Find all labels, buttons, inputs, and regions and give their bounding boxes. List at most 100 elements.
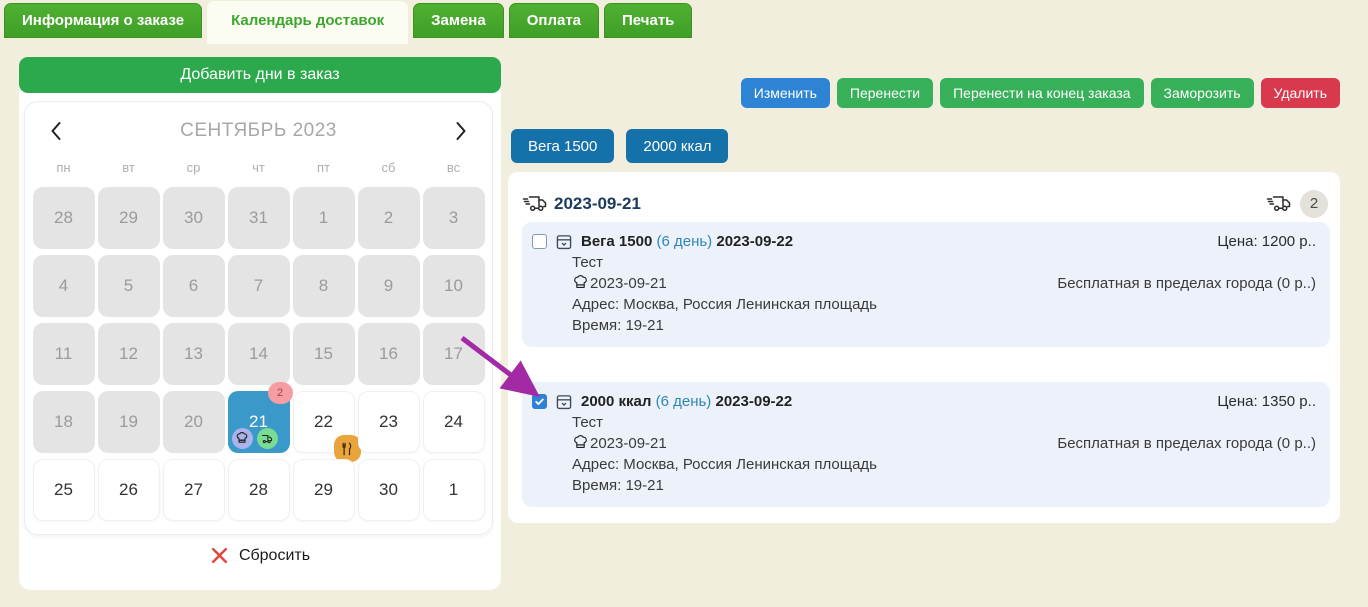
item-address: Адрес: Москва, Россия Ленинская площадь [572, 296, 877, 313]
day-number: 31 [249, 208, 268, 227]
calendar-grid: 28 29 30 31 1 2 3 4 5 6 7 8 9 10 11 12 13 14 15 16 17 18 19 20 2… [25, 187, 492, 521]
day-number: 22 [314, 412, 333, 431]
day-number: 29 [119, 208, 138, 227]
calendar-day-21[interactable]: 21 2 [227, 382, 293, 453]
calendar-day-31: 31 [227, 187, 290, 249]
calendar-day-29: 29 [97, 187, 160, 249]
day-number: 1 [448, 480, 459, 499]
weekday-label: пт [317, 160, 330, 175]
day-number: 18 [54, 412, 73, 431]
day-number: 2 [383, 208, 394, 227]
item-kitchen-date: 2023-09-21 [590, 275, 667, 292]
utensils-icon [333, 435, 361, 462]
tab-print[interactable]: Печать [604, 3, 693, 38]
weekday-label: вт [122, 160, 135, 175]
truck-icon [256, 428, 278, 449]
calendar-item-icon [555, 233, 573, 251]
freeze-button[interactable]: Заморозить [1150, 78, 1254, 108]
calendar-day-7: 7 [227, 255, 290, 317]
calendar-day-27[interactable]: 27 [162, 459, 225, 521]
calendar-day-3: 3 [422, 187, 485, 249]
calendar-day-18: 18 [32, 391, 95, 453]
calendar-day-6: 6 [162, 255, 225, 317]
day-number: 14 [249, 344, 268, 363]
close-icon [211, 547, 228, 564]
calendar-day-17: 17 [422, 323, 485, 385]
add-days-button[interactable]: Добавить дни в заказ [19, 57, 501, 93]
item-title: 2000 ккал (6 день) 2023-09-22 [581, 391, 1209, 412]
item-time: Время: 19-21 [572, 317, 664, 334]
delete-button[interactable]: Удалить [1260, 78, 1340, 108]
calendar-day-30[interactable]: 30 [357, 459, 420, 521]
day-number: 15 [314, 344, 333, 363]
day-number: 1 [318, 208, 329, 227]
diet-pill-vega-1500[interactable]: Вега 1500 [511, 129, 615, 163]
calendar-day-20: 20 [162, 391, 225, 453]
calendar-day-15: 15 [292, 323, 355, 385]
day-number: 16 [379, 344, 398, 363]
calendar-day-29[interactable]: 29 [292, 459, 355, 521]
calendar-card: СЕНТЯБРЬ 2023 пн вт ср чт пт сб вс 28 29 30 31 1 2 3… [24, 101, 493, 535]
calendar-day-26[interactable]: 26 [97, 459, 160, 521]
delivery-group-header: 2023-09-21 2 [508, 172, 1340, 222]
tab-delivery-calendar[interactable]: Календарь доставок [207, 1, 409, 44]
calendar-item-icon [555, 393, 573, 411]
calendar-day-14: 14 [227, 323, 290, 385]
reset-button[interactable]: Сбросить [19, 546, 501, 565]
delivery-group-date: 2023-09-21 [554, 193, 641, 213]
item-date: 2023-09-22 [716, 233, 794, 250]
delivery-card: Вега 1500 (6 день) 2023-09-22 Цена: 1200… [522, 222, 1330, 347]
day-number: 29 [314, 480, 333, 499]
item-kitchen-date: 2023-09-21 [590, 435, 667, 452]
day-number: 25 [54, 480, 73, 499]
day-number: 3 [448, 208, 459, 227]
tab-payment[interactable]: Оплата [508, 3, 600, 38]
calendar-day-23[interactable]: 23 [357, 391, 420, 453]
delivery-count-group: 2 [1266, 189, 1328, 218]
calendar-day-28[interactable]: 28 [227, 459, 290, 521]
calendar-day-2: 2 [357, 187, 420, 249]
item-title: Вега 1500 (6 день) 2023-09-22 [581, 231, 1209, 252]
weekday-row: пн вт ср чт пт сб вс [25, 160, 492, 175]
tab-replacement[interactable]: Замена [413, 3, 504, 38]
item-checkbox[interactable] [532, 234, 547, 249]
prev-month-button[interactable] [45, 117, 66, 145]
calendar-panel: Добавить дни в заказ СЕНТЯБРЬ 2023 пн вт с… [19, 57, 501, 590]
move-button[interactable]: Перенести [836, 78, 934, 108]
day-count-badge: 2 [267, 382, 293, 404]
diet-pill-2000-kcal[interactable]: 2000 ккал [626, 129, 729, 163]
calendar-day-9: 9 [357, 255, 420, 317]
move-to-end-button[interactable]: Перенести на конец заказа [940, 78, 1144, 108]
tab-bar: Информация о заказе Календарь доставок З… [4, 0, 693, 44]
calendar-day-24[interactable]: 24 [422, 391, 485, 453]
chevron-right-icon [456, 122, 466, 140]
calendar-day-28: 28 [32, 187, 95, 249]
item-checkbox[interactable] [532, 394, 547, 409]
calendar-day-25[interactable]: 25 [32, 459, 95, 521]
calendar-day-11: 11 [32, 323, 95, 385]
delivery-cards: Вега 1500 (6 день) 2023-09-22 Цена: 1200… [508, 222, 1340, 507]
day-number: 21 [249, 412, 268, 431]
day-number: 10 [444, 276, 463, 295]
weekday-label: чт [252, 160, 265, 175]
item-day-label: (6 день) [655, 393, 712, 410]
tab-order-info[interactable]: Информация о заказе [4, 3, 203, 38]
day-number: 12 [119, 344, 138, 363]
calendar-day-22[interactable]: 22 [292, 391, 361, 462]
day-number: 5 [123, 276, 134, 295]
item-name: Вега 1500 [581, 233, 653, 250]
item-price: Цена: 1350 р.. [1217, 393, 1316, 410]
item-delivery-cost: Бесплатная в пределах города (0 р..) [1057, 275, 1316, 292]
calendar-day-4: 4 [32, 255, 95, 317]
item-time: Время: 19-21 [572, 477, 664, 494]
delivery-group-panel: 2023-09-21 2 Вега 1500 (6 день) 2023-09-… [508, 172, 1340, 523]
edit-button[interactable]: Изменить [740, 78, 830, 108]
item-name: 2000 ккал [581, 393, 652, 410]
item-date: 2023-09-22 [715, 393, 793, 410]
item-price: Цена: 1200 р.. [1217, 233, 1316, 250]
reset-label: Сбросить [238, 546, 311, 564]
chef-hat-icon [574, 275, 587, 288]
calendar-day-1[interactable]: 1 [422, 459, 485, 521]
next-month-button[interactable] [451, 117, 472, 145]
